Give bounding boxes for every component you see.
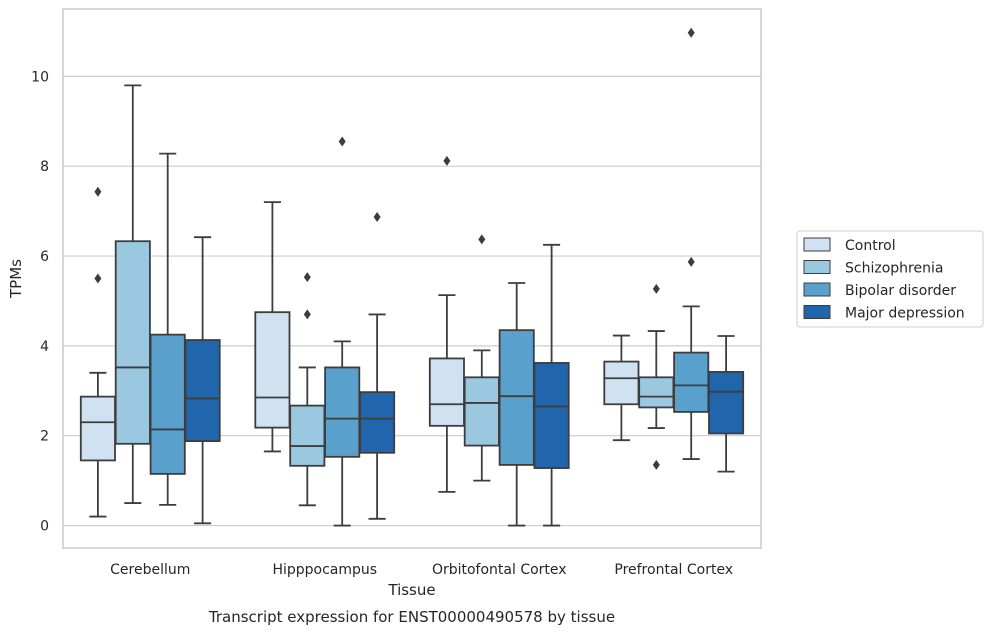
legend: Control Schizophrenia Bipolar disorder Majo… [796, 230, 984, 328]
box-control [603, 334, 640, 442]
outlier-point [443, 155, 451, 166]
outlier-point [373, 211, 381, 222]
box-iqr [289, 404, 326, 467]
box-schizophrenia [114, 84, 151, 504]
x-axis-title: Tissue [387, 581, 435, 599]
box-iqr [114, 240, 151, 445]
box-bipolar-disorder [673, 27, 710, 460]
outlier-point [303, 309, 311, 320]
outlier-point [687, 256, 695, 267]
box-iqr [359, 391, 396, 454]
outlier-point [652, 459, 660, 470]
box-control [254, 201, 291, 453]
box-major-depression [708, 335, 745, 473]
box-major-depression [359, 211, 396, 520]
outlier-point [478, 234, 486, 245]
legend-label: Major depression [845, 306, 965, 322]
legend-label: Control [845, 238, 896, 254]
legend-swatch [803, 260, 831, 274]
x-tick-label: Prefrontal Cortex [614, 562, 733, 578]
box-iqr [184, 339, 221, 442]
x-tick-label: Hipppocampus [272, 562, 377, 578]
x-tick-label: Orbitofontal Cortex [432, 562, 567, 578]
y-tick-label: 8 [40, 159, 49, 175]
outlier-point [94, 273, 102, 284]
y-tick-label: 2 [40, 429, 49, 445]
figure-caption: Transcript expression for ENST0000049057… [208, 608, 615, 626]
y-tick-label: 4 [40, 339, 49, 355]
box-iqr [463, 376, 500, 447]
box-iqr [254, 311, 291, 429]
box-schizophrenia [638, 283, 675, 470]
legend-swatch [803, 282, 831, 297]
box-iqr [324, 366, 361, 458]
box-plot-marks [79, 27, 745, 527]
x-tick-labels: Cerebellum Hipppocampus Orbitofontal Corte… [110, 562, 733, 578]
outlier-point [94, 186, 102, 197]
x-tick-label: Cerebellum [110, 562, 190, 578]
box-iqr [428, 357, 465, 427]
box-major-depression [184, 236, 221, 525]
box-iqr [603, 360, 640, 406]
box-iqr [533, 362, 570, 469]
box-control [428, 155, 465, 493]
box-iqr [79, 395, 116, 462]
box-major-depression [533, 243, 570, 527]
legend-swatch [803, 305, 831, 319]
legend-swatch [803, 237, 831, 252]
box-control [79, 186, 116, 518]
box-iqr [638, 376, 675, 409]
outlier-point [687, 27, 695, 38]
y-tick-label: 0 [40, 519, 49, 535]
y-tick-label: 10 [31, 69, 49, 85]
box-iqr [708, 371, 745, 435]
legend-frame [796, 230, 984, 328]
outlier-point [652, 283, 660, 294]
box-bipolar-disorder [149, 152, 186, 506]
box-iqr [498, 329, 535, 466]
box-bipolar-disorder [324, 136, 361, 527]
y-tick-labels: 0 2 4 6 8 10 [31, 69, 49, 534]
box-schizophrenia [289, 272, 326, 507]
y-axis-title: TPMs [7, 259, 25, 299]
legend-label: Schizophrenia [845, 261, 943, 277]
box-schizophrenia [463, 234, 500, 482]
box-bipolar-disorder [498, 282, 535, 527]
y-tick-label: 6 [40, 249, 49, 265]
plot-area-frame [62, 8, 762, 549]
legend-label: Bipolar disorder [845, 283, 956, 299]
outlier-point [338, 136, 346, 147]
outlier-point [303, 272, 311, 283]
box-iqr [149, 333, 186, 475]
box-iqr [673, 351, 710, 413]
